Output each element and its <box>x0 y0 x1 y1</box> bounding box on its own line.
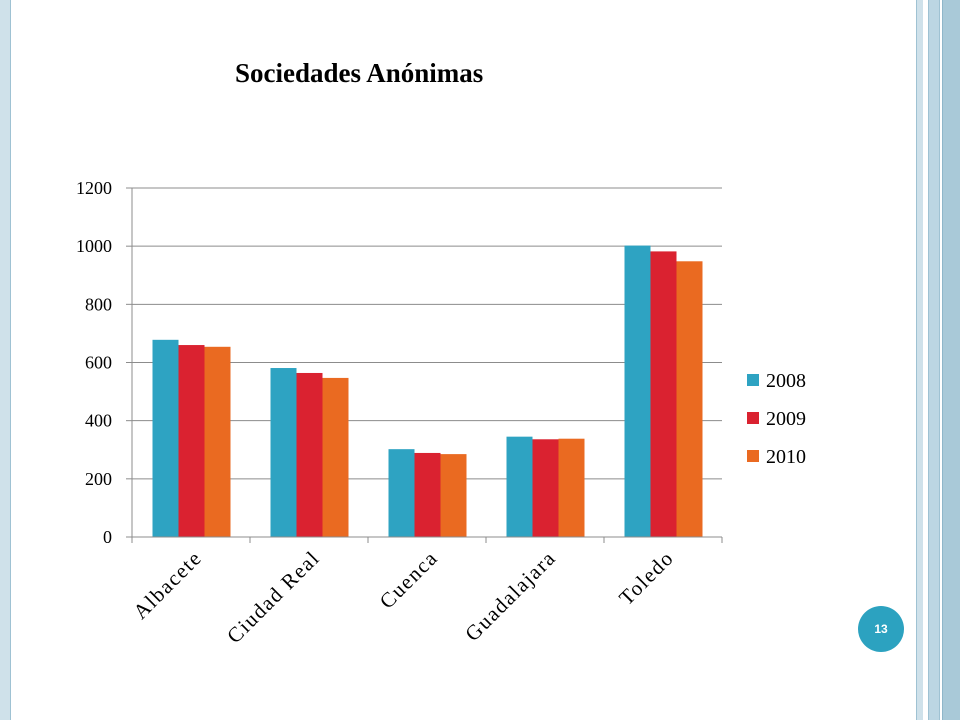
bar-cuenca-2010 <box>440 454 467 537</box>
legend-swatch-2008 <box>747 374 759 386</box>
bar-toledo-2010 <box>676 261 703 537</box>
right-frame-border-middle <box>928 0 940 720</box>
legend: 2008 2009 2010 <box>747 370 806 468</box>
bar-guadalajara-2009 <box>532 439 559 537</box>
y-tick-label: 1000 <box>76 236 112 256</box>
chart-title: Sociedades Anónimas <box>235 58 484 88</box>
y-tick-label: 600 <box>85 353 112 373</box>
bar-ciudad-real-2008 <box>270 368 297 537</box>
y-tick-label: 400 <box>85 411 112 431</box>
bar-albacete-2010 <box>204 346 231 537</box>
y-tick-label: 200 <box>85 469 112 489</box>
left-frame-border <box>0 0 11 720</box>
legend-label-2009: 2009 <box>766 408 806 430</box>
x-category-label: Guadalajara <box>460 546 560 646</box>
bar-albacete-2009 <box>178 345 205 537</box>
bar-ciudad-real-2010 <box>322 377 349 537</box>
page-number-badge: 13 <box>858 606 904 652</box>
legend-label-2008: 2008 <box>766 370 806 392</box>
legend-swatch-2010 <box>747 450 759 462</box>
bar-cuenca-2008 <box>388 449 415 537</box>
bar-toledo-2008 <box>624 245 651 537</box>
bar-guadalajara-2008 <box>506 436 533 537</box>
y-tick-label: 0 <box>103 527 112 547</box>
x-category-label: Cuenca <box>375 546 443 614</box>
bar-toledo-2009 <box>650 251 677 537</box>
y-tick-label: 800 <box>85 294 112 314</box>
bar-cuenca-2009 <box>414 452 441 537</box>
legend-swatch-2009 <box>747 412 759 424</box>
x-category-label: Albacete <box>128 546 206 624</box>
right-frame-border-outer <box>942 0 960 720</box>
legend-label-2010: 2010 <box>766 446 806 468</box>
bar-ciudad-real-2009 <box>296 372 323 537</box>
bar-guadalajara-2010 <box>558 438 585 537</box>
bar-albacete-2008 <box>152 339 179 537</box>
y-tick-label: 1200 <box>76 178 112 198</box>
x-category-label: Toledo <box>614 546 678 610</box>
x-category-label: Ciudad Real <box>222 546 324 648</box>
right-frame-border-inner <box>916 0 923 720</box>
bars <box>152 245 703 537</box>
